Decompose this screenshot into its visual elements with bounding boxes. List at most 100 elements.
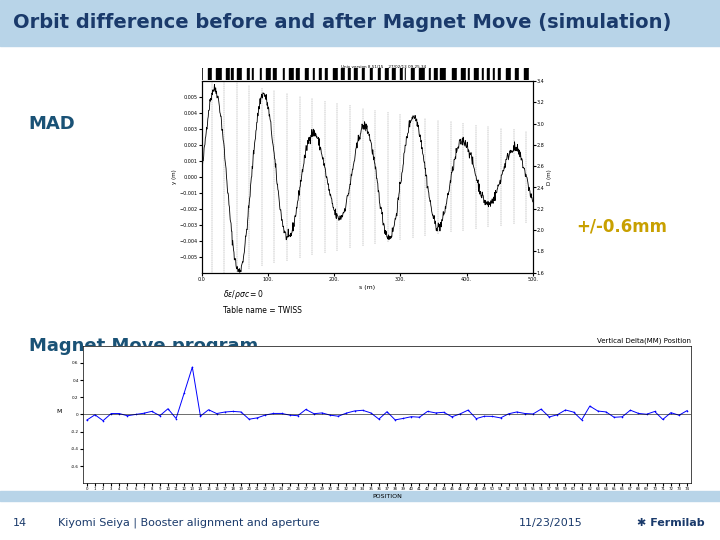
Text: Unix version 8.51/15    27/02/13 09.25.34: Unix version 8.51/15 27/02/13 09.25.34 xyxy=(341,65,426,70)
Bar xyxy=(328,68,333,80)
Bar xyxy=(351,68,354,80)
Bar xyxy=(396,68,400,80)
Y-axis label: y (m): y (m) xyxy=(171,170,176,184)
Bar xyxy=(466,68,468,80)
Bar xyxy=(498,68,501,80)
Bar xyxy=(271,68,273,80)
Text: 11/23/2015: 11/23/2015 xyxy=(518,518,582,528)
Bar xyxy=(345,68,348,80)
Bar xyxy=(425,68,429,80)
Bar xyxy=(242,68,247,80)
Text: Table name = TWISS: Table name = TWISS xyxy=(223,306,302,315)
Text: Vertical Delta(MM) Position: Vertical Delta(MM) Position xyxy=(597,338,691,345)
Text: ✱ Fermilab: ✱ Fermilab xyxy=(636,518,704,528)
Bar xyxy=(433,68,438,80)
Text: MAD: MAD xyxy=(29,115,76,133)
Bar xyxy=(226,68,230,80)
Bar xyxy=(474,68,479,80)
Bar xyxy=(451,68,457,80)
Bar xyxy=(415,68,419,80)
Text: Kiyomi Seiya | Booster alignment and aperture: Kiyomi Seiya | Booster alignment and ape… xyxy=(58,517,319,528)
Bar xyxy=(310,68,312,80)
Bar xyxy=(406,68,411,80)
Text: Orbit difference before and after Magnet Move (simulation): Orbit difference before and after Magnet… xyxy=(13,14,671,32)
Bar xyxy=(359,68,361,80)
Y-axis label: M: M xyxy=(57,409,62,415)
Bar xyxy=(440,68,446,80)
Y-axis label: D (m): D (m) xyxy=(547,169,552,185)
Bar xyxy=(446,68,451,80)
Bar xyxy=(482,68,485,80)
Bar xyxy=(405,68,406,80)
Bar xyxy=(266,68,271,80)
Bar xyxy=(438,68,440,80)
Bar xyxy=(385,68,389,80)
Bar xyxy=(315,68,319,80)
Text: 14: 14 xyxy=(13,518,27,528)
Bar xyxy=(322,68,325,80)
Bar xyxy=(529,68,534,80)
Bar xyxy=(400,68,403,80)
Bar xyxy=(461,68,466,80)
Bar xyxy=(348,68,351,80)
Bar xyxy=(487,68,490,80)
Bar xyxy=(230,68,231,80)
Bar xyxy=(319,68,322,80)
Bar xyxy=(254,68,260,80)
Bar xyxy=(479,68,482,80)
Bar xyxy=(379,68,381,80)
Bar xyxy=(365,68,369,80)
Bar xyxy=(312,68,315,80)
Bar xyxy=(289,68,294,80)
Bar xyxy=(234,68,238,80)
Bar xyxy=(300,68,305,80)
Bar xyxy=(485,68,487,80)
Bar xyxy=(468,68,470,80)
Bar xyxy=(470,68,474,80)
Bar xyxy=(208,68,212,80)
Bar xyxy=(501,68,506,80)
Text: Booster Cell: Booster Cell xyxy=(202,74,240,79)
Bar xyxy=(325,68,328,80)
Bar xyxy=(369,68,373,80)
Bar xyxy=(518,68,523,80)
Bar xyxy=(252,68,254,80)
Bar xyxy=(392,68,396,80)
Bar xyxy=(273,68,276,80)
Bar xyxy=(333,68,338,80)
Bar xyxy=(203,68,208,80)
Bar xyxy=(490,68,492,80)
Bar xyxy=(285,68,289,80)
Bar xyxy=(305,68,310,80)
Bar xyxy=(515,68,518,80)
Bar xyxy=(403,68,405,80)
Bar xyxy=(202,68,203,80)
X-axis label: s (m): s (m) xyxy=(359,285,375,289)
Bar xyxy=(262,68,266,80)
Text: Magnet Move program: Magnet Move program xyxy=(29,336,258,355)
Bar xyxy=(250,68,252,80)
Bar xyxy=(419,68,425,80)
Bar xyxy=(411,68,415,80)
Bar xyxy=(495,68,498,80)
Text: $\delta\epsilon / \rho\sigma c = 0$: $\delta\epsilon / \rho\sigma c = 0$ xyxy=(223,288,264,301)
Bar xyxy=(297,68,300,80)
Bar xyxy=(247,68,250,80)
Bar xyxy=(523,68,529,80)
Bar xyxy=(231,68,234,80)
Bar xyxy=(381,68,385,80)
Bar xyxy=(276,68,282,80)
Bar xyxy=(389,68,392,80)
Bar xyxy=(341,68,345,80)
Bar xyxy=(212,68,216,80)
Bar xyxy=(222,68,226,80)
X-axis label: POSITION: POSITION xyxy=(372,494,402,500)
Bar xyxy=(492,68,495,80)
Bar xyxy=(511,68,515,80)
Bar xyxy=(260,68,262,80)
Bar xyxy=(216,68,222,80)
Bar xyxy=(354,68,359,80)
Bar xyxy=(282,68,285,80)
Bar xyxy=(0,0,720,46)
Bar xyxy=(338,68,341,80)
